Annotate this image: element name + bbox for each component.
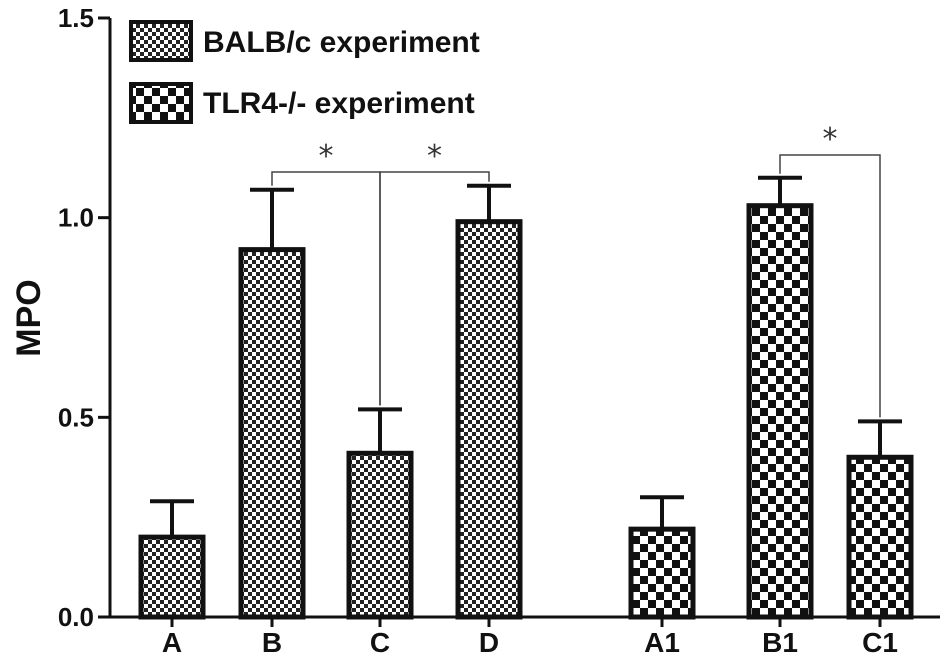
legend-label-balbc: BALB/c experiment [203, 26, 480, 59]
bar-B [238, 247, 306, 620]
legend: BALB/c experiment TLR4-/- experiment [129, 20, 480, 124]
y-tick-label: 0.5 [58, 402, 94, 432]
significance-star: * [319, 139, 334, 174]
plot-area: 0.0 0.5 1.0 1.5 A B C D A1 B1 C1 * * * [58, 3, 914, 658]
x-tick-label-B1: B1 [762, 627, 798, 658]
bar-A [138, 534, 206, 620]
y-axis-title: MPO [10, 279, 48, 356]
x-tick-label-B: B [262, 627, 282, 658]
x-tick-label-D: D [479, 627, 499, 658]
bar-B1 [746, 203, 814, 620]
bar-A1 [628, 526, 696, 620]
y-tick-label: 1.5 [58, 3, 94, 33]
x-tick-label-A1: A1 [644, 627, 680, 658]
bar-C [346, 450, 414, 620]
bar-C1 [846, 454, 914, 620]
legend-swatch-tlr4 [129, 82, 193, 124]
significance-bracket [779, 154, 881, 418]
significance-bracket [379, 171, 490, 406]
x-tick-label-C: C [370, 627, 390, 658]
legend-swatch-balbc [129, 20, 193, 62]
significance-star: * [823, 122, 838, 157]
legend-label-tlr4: TLR4-/- experiment [203, 87, 475, 120]
y-tick-label: 0.0 [58, 602, 94, 632]
x-tick-label-C1: C1 [862, 627, 898, 658]
y-tick-label: 1.0 [58, 203, 94, 233]
bar-D [455, 219, 523, 620]
significance-star: * [427, 139, 442, 174]
x-tick-label-A: A [162, 627, 182, 658]
